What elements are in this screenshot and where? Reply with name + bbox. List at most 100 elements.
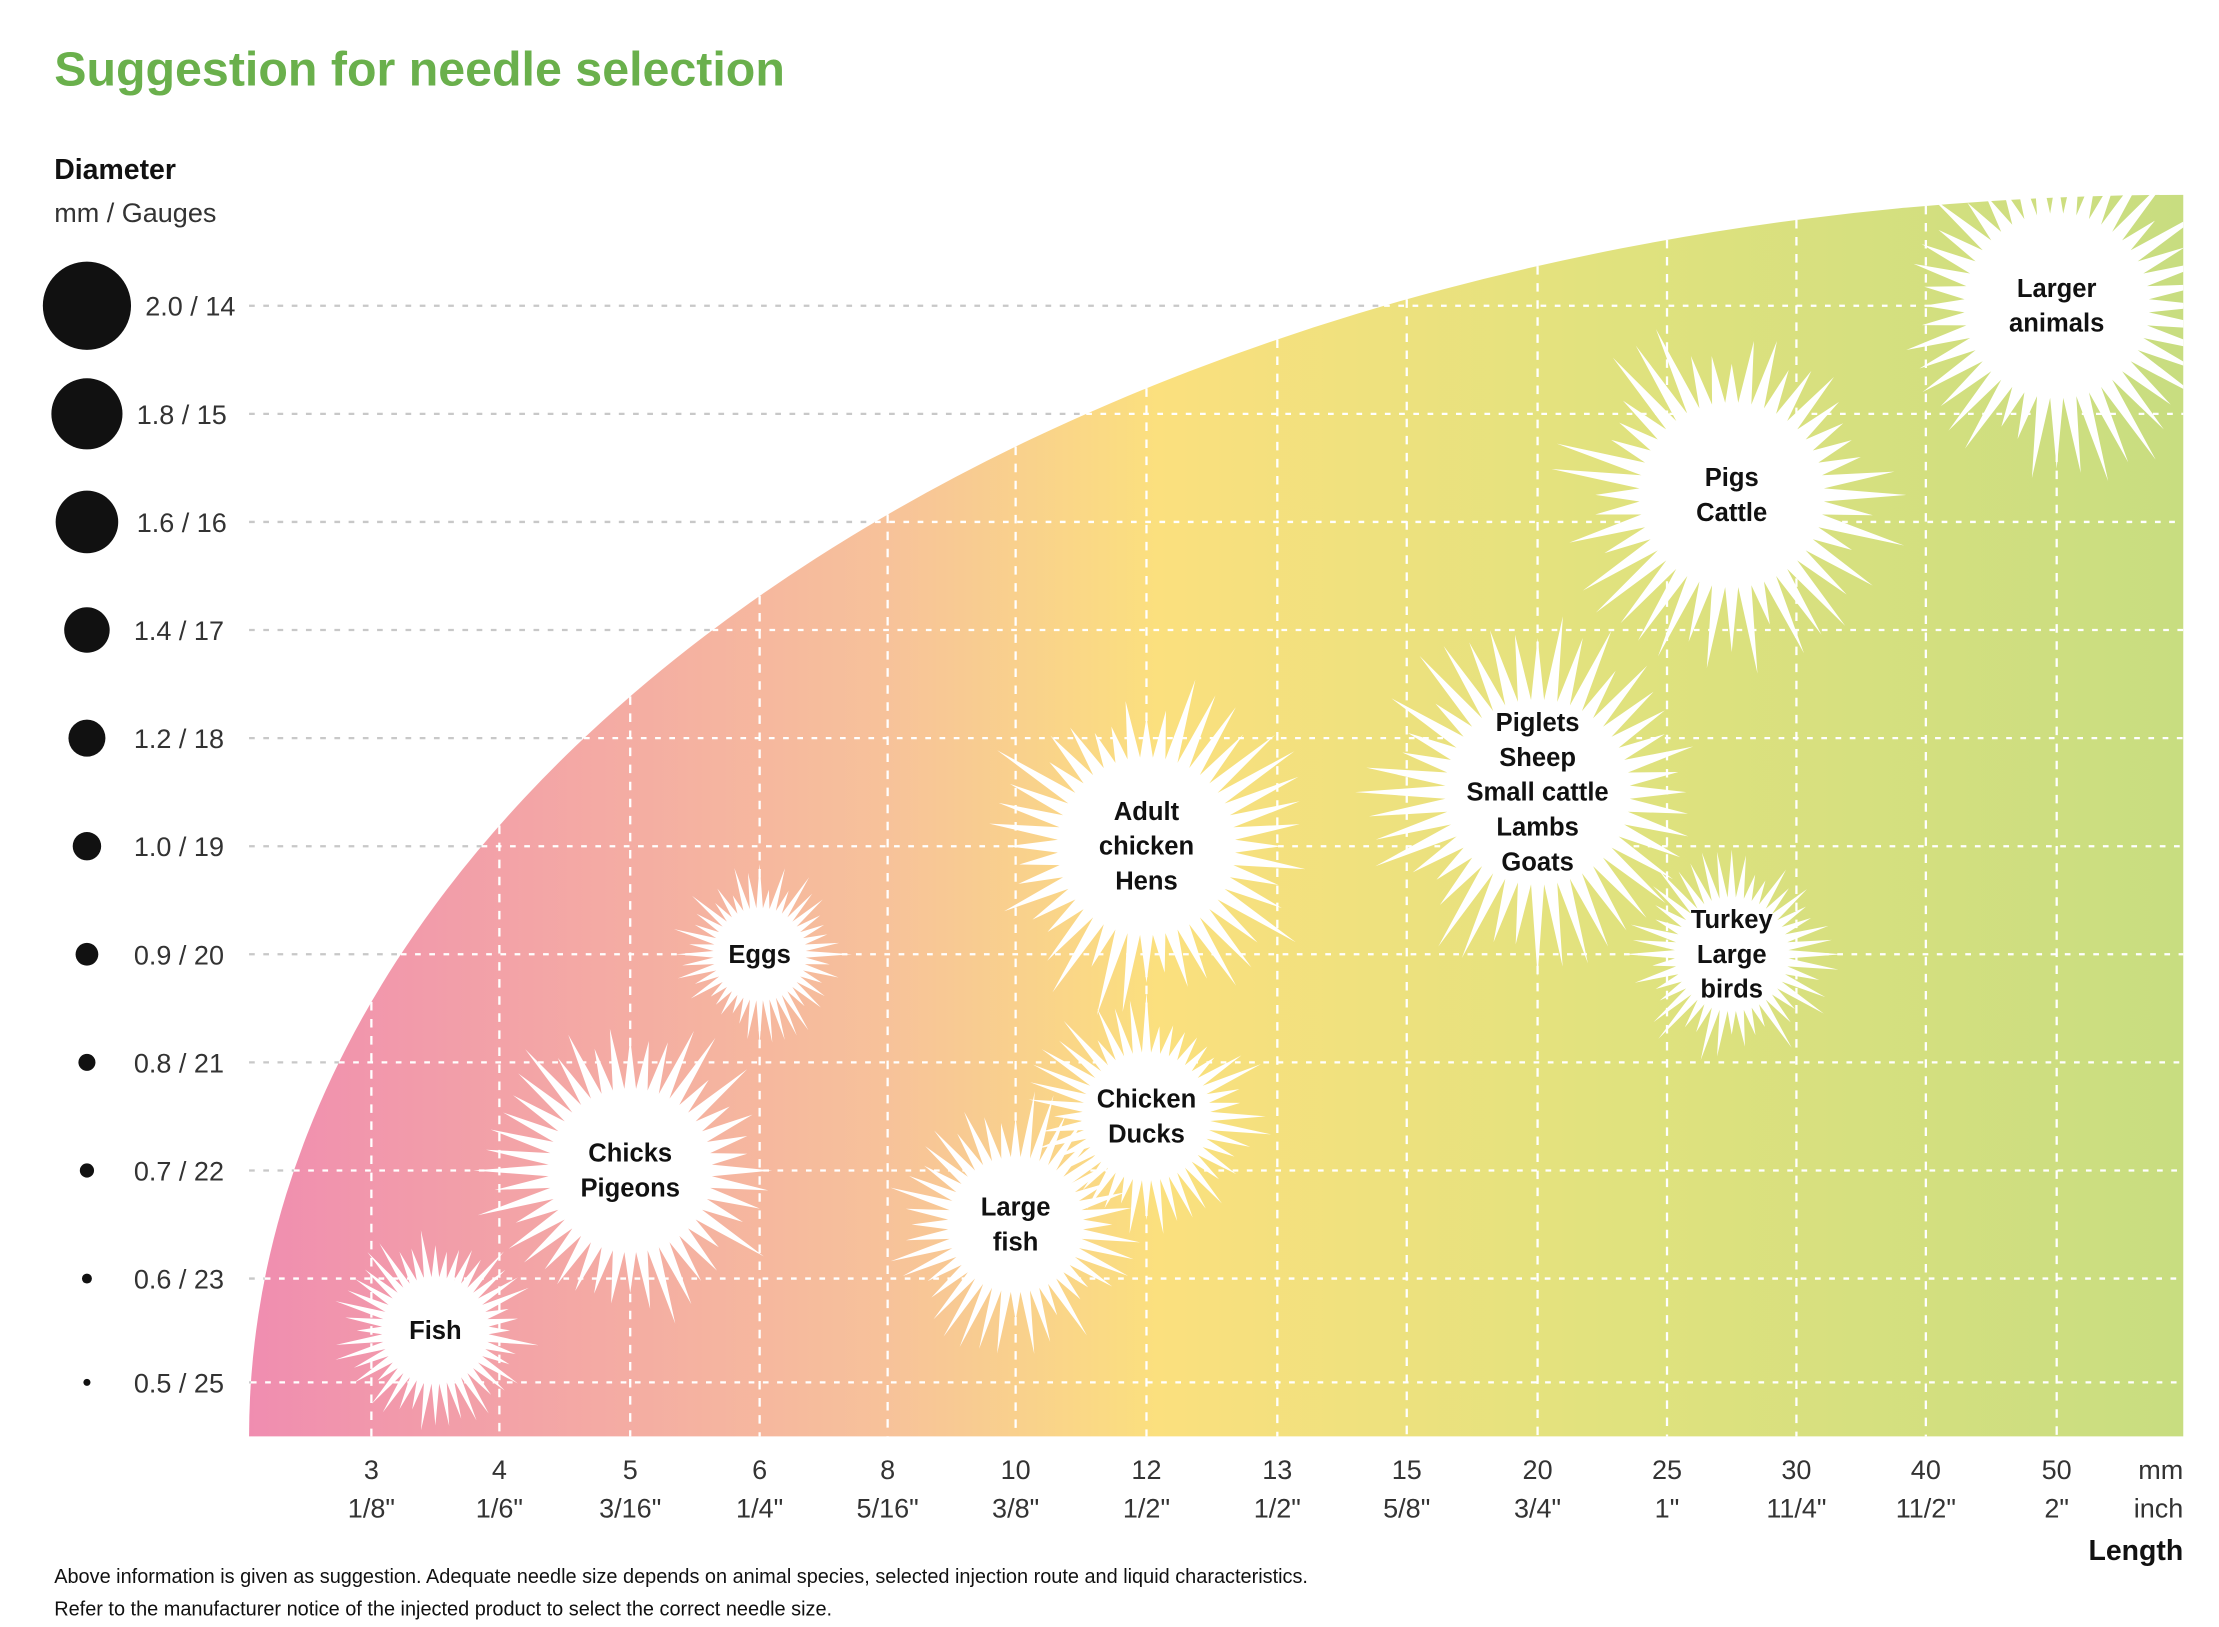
x-tick-label-inch: 2" bbox=[2044, 1493, 2069, 1523]
animal-label: Goats bbox=[1501, 848, 1574, 876]
animal-marker: Chicken Ducks bbox=[1028, 992, 1272, 1234]
x-tick-label-inch: 3/8" bbox=[992, 1493, 1039, 1523]
x-tick-label-inch: 3/4" bbox=[1514, 1493, 1561, 1523]
needle-diameter-dot bbox=[78, 1053, 96, 1071]
animal-markers: Fish Chicks Pigeons Eggs Large fish Chicken Duc… bbox=[335, 129, 2184, 1431]
animal-label: Eggs bbox=[728, 941, 791, 969]
x-tick-label-mm: 25 bbox=[1652, 1455, 1682, 1485]
animal-label: Pigs bbox=[1705, 464, 1759, 492]
needle-diameter-dot bbox=[79, 1163, 95, 1178]
needle-diameter-dot bbox=[75, 942, 99, 966]
burst-shape bbox=[335, 1230, 539, 1431]
x-tick-label-mm: 4 bbox=[492, 1455, 507, 1485]
x-tick-label-inch: 3/16" bbox=[599, 1493, 661, 1523]
x-tick-label-inch: 1/2" bbox=[1254, 1493, 1301, 1523]
y-axis-units: mm / Gauges bbox=[54, 198, 216, 228]
needle-diameter-dot bbox=[55, 490, 119, 554]
x-tick-label-mm: 8 bbox=[880, 1455, 895, 1485]
needle-diameter-dot bbox=[42, 261, 132, 350]
animal-label: Large bbox=[981, 1194, 1051, 1222]
animal-marker: Piglets Sheep Small cattle Lambs Goats bbox=[1355, 616, 1694, 977]
x-tick-label-mm: 50 bbox=[2042, 1455, 2072, 1485]
x-tick-label-inch: 5/16" bbox=[857, 1493, 919, 1523]
x-tick-label-inch: 1/6" bbox=[476, 1493, 523, 1523]
animal-marker: Chicks Pigeons bbox=[473, 1028, 773, 1324]
animal-label: Hens bbox=[1115, 868, 1178, 896]
burst-shape bbox=[1355, 616, 1694, 977]
animal-label: Large bbox=[1697, 941, 1767, 969]
x-tick-label-mm: 10 bbox=[1001, 1455, 1031, 1485]
x-tick-label-mm: 6 bbox=[752, 1455, 767, 1485]
needle-diameter-dot bbox=[51, 378, 123, 450]
animal-label: Turkey bbox=[1691, 906, 1774, 934]
animal-marker: Pigs Cattle bbox=[1551, 328, 1907, 674]
animal-label: Lambs bbox=[1496, 814, 1578, 842]
burst-shape bbox=[1028, 992, 1272, 1234]
animal-label: Small cattle bbox=[1466, 779, 1608, 807]
needle-diameter-dot bbox=[64, 607, 110, 653]
animal-marker: Larger animals bbox=[1906, 129, 2184, 482]
x-tick-label-inch: 11/2" bbox=[1896, 1493, 1956, 1523]
y-tick-label: 1.8 / 15 bbox=[137, 400, 227, 430]
x-tick-label-mm: 3 bbox=[364, 1455, 379, 1485]
needle-diameter-dot bbox=[68, 719, 106, 757]
x-unit-inch: inch bbox=[2134, 1493, 2184, 1523]
x-tick-label-mm: 13 bbox=[1262, 1455, 1292, 1485]
burst-shape bbox=[989, 679, 1306, 1016]
burst-shape bbox=[1906, 129, 2184, 482]
x-axis-title: Length bbox=[2088, 1535, 2183, 1567]
y-tick-label: 1.4 / 17 bbox=[134, 616, 224, 646]
animal-label: animals bbox=[2009, 310, 2104, 338]
animal-label: Chicks bbox=[588, 1140, 672, 1168]
needle-diameter-dot bbox=[83, 1378, 91, 1386]
animal-label: birds bbox=[1700, 976, 1763, 1004]
y-tick-label: 1.0 / 19 bbox=[134, 832, 224, 862]
animal-label: Fish bbox=[409, 1317, 462, 1345]
x-tick-label-inch: 1/2" bbox=[1123, 1493, 1170, 1523]
footnote-line-2: Refer to the manufacturer notice of the … bbox=[54, 1599, 832, 1621]
x-axis: 3 1/8" 4 1/6" 5 3/16" 6 1/4" 8 5/16" 10 3/8" 12 1/2" 1… bbox=[348, 1455, 2072, 1523]
x-tick-label-mm: 30 bbox=[1781, 1455, 1811, 1485]
y-tick-label: 0.5 / 25 bbox=[134, 1368, 224, 1398]
x-tick-label-inch: 1" bbox=[1655, 1493, 1680, 1523]
x-tick-label-mm: 5 bbox=[623, 1455, 638, 1485]
animal-label: Piglets bbox=[1496, 709, 1580, 737]
y-axis-title: Diameter bbox=[54, 154, 176, 186]
animal-marker: Adult chicken Hens bbox=[989, 679, 1306, 1016]
animal-label: chicken bbox=[1099, 833, 1194, 861]
y-tick-label: 0.9 / 20 bbox=[134, 940, 224, 970]
y-tick-label: 0.6 / 23 bbox=[134, 1265, 224, 1295]
burst-shape bbox=[1624, 849, 1843, 1061]
x-tick-label-inch: 5/8" bbox=[1383, 1493, 1430, 1523]
animal-marker: Eggs bbox=[674, 863, 852, 1045]
y-tick-label: 0.8 / 21 bbox=[134, 1048, 224, 1078]
animal-label: Pigeons bbox=[580, 1174, 680, 1202]
burst-shape bbox=[890, 1091, 1141, 1354]
x-tick-label-mm: 40 bbox=[1911, 1455, 1941, 1485]
chart-title: Suggestion for needle selection bbox=[54, 42, 785, 96]
x-tick-label-mm: 15 bbox=[1392, 1455, 1422, 1485]
animal-label: Larger bbox=[2017, 275, 2097, 303]
animal-label: Ducks bbox=[1108, 1120, 1185, 1148]
animal-label: Cattle bbox=[1696, 499, 1767, 527]
y-tick-label: 1.6 / 16 bbox=[137, 508, 227, 538]
x-tick-label-mm: 20 bbox=[1523, 1455, 1553, 1485]
y-tick-label: 2.0 / 14 bbox=[145, 292, 235, 322]
y-tick-label: 0.7 / 22 bbox=[134, 1156, 224, 1186]
animal-label: Chicken bbox=[1097, 1086, 1197, 1114]
needle-diameter-dot bbox=[72, 831, 102, 861]
animal-label: fish bbox=[993, 1228, 1038, 1256]
animal-marker: Turkey Large birds bbox=[1624, 849, 1843, 1061]
animal-label: Adult bbox=[1114, 798, 1180, 826]
animal-label: Sheep bbox=[1499, 744, 1576, 772]
x-tick-label-inch: 1/8" bbox=[348, 1493, 395, 1523]
footnote-line-1: Above information is given as suggestion… bbox=[54, 1566, 1308, 1588]
burst-shape bbox=[674, 863, 852, 1045]
x-tick-label-inch: 11/4" bbox=[1766, 1493, 1826, 1523]
y-tick-label: 1.2 / 18 bbox=[134, 724, 224, 754]
needle-diameter-dot bbox=[81, 1273, 92, 1284]
x-unit-mm: mm bbox=[2138, 1455, 2183, 1485]
animal-marker: Large fish bbox=[890, 1091, 1141, 1354]
animal-marker: Fish bbox=[335, 1230, 539, 1431]
